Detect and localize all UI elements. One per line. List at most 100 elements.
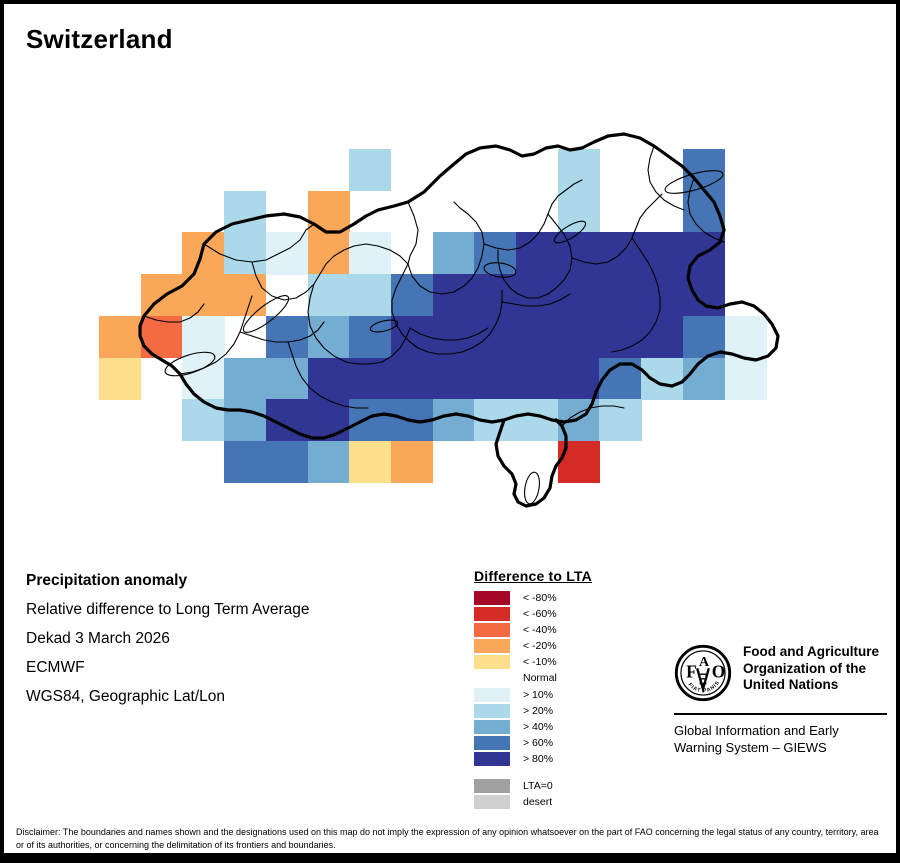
anomaly-cell <box>474 315 517 359</box>
lake-thun <box>369 319 399 333</box>
canton-border-8 <box>391 263 503 355</box>
legend-gap <box>474 768 592 778</box>
anomaly-cell <box>307 399 350 442</box>
anomaly-cell <box>557 357 600 400</box>
anomaly-cell <box>641 357 684 400</box>
legend-label: > 20% <box>523 704 554 717</box>
canton-border-2 <box>251 243 409 301</box>
fao-system-name: Global Information and Early Warning Syst… <box>674 723 839 755</box>
legend-row-main-6: > 10% <box>474 687 592 702</box>
legend-row-main-7: > 20% <box>474 703 592 718</box>
anomaly-cell <box>265 232 309 275</box>
canton-border-12 <box>287 341 369 409</box>
legend-swatch <box>474 778 510 793</box>
info-line-0: Precipitation anomaly <box>26 572 188 589</box>
lake-maggiore <box>524 471 540 505</box>
anomaly-cell <box>182 274 225 317</box>
legend-label: desert <box>523 795 553 808</box>
anomaly-cell <box>182 399 225 442</box>
national-border-ticino <box>494 418 568 508</box>
anomaly-cell <box>432 357 475 400</box>
canton-border-13 <box>409 327 489 341</box>
legend-row-main-1: < -60% <box>474 606 592 621</box>
anomaly-cell <box>99 357 142 400</box>
legend-row-main-2: < -40% <box>474 622 592 637</box>
lake-constance <box>664 170 724 194</box>
canton-border-14 <box>501 293 571 307</box>
anomaly-cell <box>349 315 392 359</box>
legend-label: > 10% <box>523 688 554 701</box>
anomaly-cell <box>307 274 350 317</box>
legend-label: < -40% <box>523 623 557 636</box>
canton-border-5 <box>497 213 573 299</box>
anomaly-cell <box>516 315 559 359</box>
lake-zurich <box>553 220 587 244</box>
anomaly-cell <box>641 274 684 317</box>
legend-row-main-4: < -10% <box>474 655 592 670</box>
anomaly-cell <box>224 440 267 484</box>
legend-swatch <box>474 736 510 751</box>
legend-rows: < -80% < -60% < -40% < -20% < -10% Normal > 10… <box>474 590 592 809</box>
legend-title: Difference to LTA <box>474 568 592 584</box>
legend-label: < -80% <box>523 591 557 604</box>
canton-border-15 <box>561 405 625 427</box>
fao-branding: F A O FIAT PANIS Food and Agriculture Org… <box>674 644 889 757</box>
anomaly-cell <box>682 149 726 192</box>
canton-border-6 <box>571 193 663 265</box>
anomaly-cell <box>349 149 392 192</box>
canton-border-3 <box>407 201 485 295</box>
anomaly-cell <box>390 274 434 317</box>
page-title: Switzerland <box>26 24 173 54</box>
canton-border-4 <box>483 179 583 251</box>
fao-divider <box>674 713 887 715</box>
legend-label: Normal <box>523 672 557 685</box>
anomaly-cell <box>682 357 726 400</box>
anomaly-cell <box>182 315 225 359</box>
anomaly-cell <box>432 399 475 442</box>
anomaly-cell <box>265 440 309 484</box>
anomaly-cell <box>307 440 350 484</box>
legend-swatch <box>474 639 510 654</box>
canton-border-10 <box>179 295 253 375</box>
anomaly-cell <box>265 315 309 359</box>
anomaly-cell <box>516 357 559 400</box>
info-line-2: Dekad 3 March 2026 <box>26 630 170 647</box>
anomaly-cell <box>224 399 267 442</box>
anomaly-cell <box>349 274 392 317</box>
legend-row-main-3: < -20% <box>474 639 592 654</box>
anomaly-cell <box>224 232 267 275</box>
anomaly-cell <box>99 315 142 359</box>
legend-swatch <box>474 794 510 809</box>
legend-row-extra-0: LTA=0 <box>474 778 592 793</box>
anomaly-cell <box>432 315 475 359</box>
anomaly-cell <box>474 274 517 317</box>
legend-swatch <box>474 703 510 718</box>
anomaly-cell <box>474 232 517 275</box>
anomaly-cell <box>349 357 392 400</box>
anomaly-cell <box>557 274 600 317</box>
disclaimer-text: Disclaimer: The boundaries and names sho… <box>16 827 879 851</box>
info-block: Precipitation anomaly Relative difference… <box>26 572 310 717</box>
legend-row-extra-1: desert <box>474 794 592 809</box>
fao-logo-icon: F A O FIAT PANIS <box>674 644 732 702</box>
anomaly-cell <box>724 357 767 400</box>
anomaly-cell <box>182 357 225 400</box>
bottom-rule <box>4 853 896 859</box>
legend-swatch <box>474 752 510 767</box>
legend-label: < -20% <box>523 640 557 653</box>
legend-label: < -60% <box>523 607 557 620</box>
anomaly-cell <box>557 232 600 275</box>
legend-swatch <box>474 590 510 605</box>
anomaly-cell <box>557 315 600 359</box>
legend-swatch <box>474 671 510 685</box>
anomaly-cell <box>182 232 225 275</box>
canton-border-1 <box>203 223 315 263</box>
anomaly-cell <box>349 399 392 442</box>
anomaly-cell <box>349 232 392 275</box>
legend-label: > 40% <box>523 721 554 733</box>
anomaly-cell <box>557 149 600 192</box>
map-canvas[interactable] <box>4 64 896 534</box>
legend-label: LTA=0 <box>523 779 553 792</box>
anomaly-cell <box>432 274 475 317</box>
svg-text:F: F <box>686 662 697 682</box>
